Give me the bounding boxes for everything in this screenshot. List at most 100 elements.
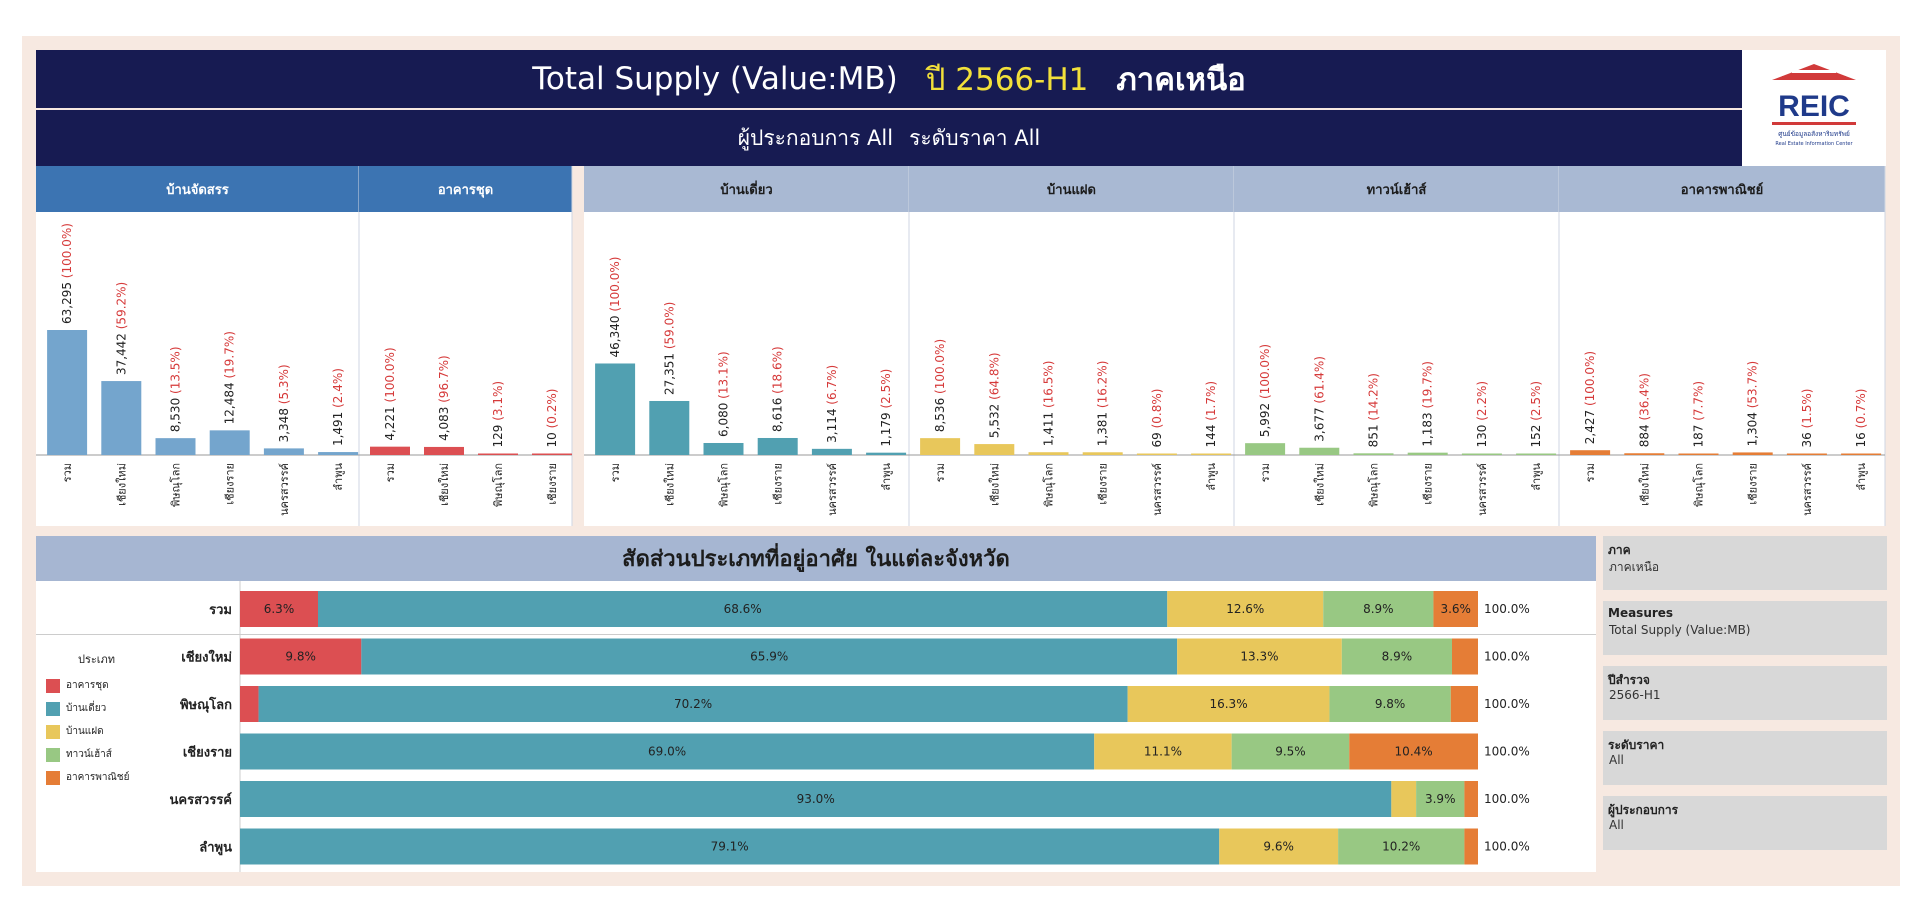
bar-condo-phitsanulok: [478, 453, 518, 455]
bar-detached-total: [595, 363, 636, 455]
legend-item-commercial[interactable]: อาคารพาณิชย์: [40, 766, 180, 789]
bar-pct-twin-lamphun: (1.7%): [1204, 381, 1218, 421]
title-bar: Total Supply (Value:MB) ปี 2566-H1 ภาคเห…: [36, 50, 1742, 108]
reic-logo: REIC ศูนย์ข้อมูลอสังหาริมทรัพย์ Real Est…: [1742, 50, 1886, 166]
bar-value-townhouse-phitsanulok: 851: [1367, 421, 1381, 448]
share-seg-twin-phitsanulok: [1127, 686, 1330, 722]
bar-pct-detached-total: (100.0%): [608, 257, 622, 312]
bar-townhouse-total: [1245, 443, 1286, 455]
bar-pct-allocated-nakhonsawan: (5.3%): [277, 364, 291, 404]
legend-item-condo[interactable]: อาคารชุด: [40, 674, 180, 697]
panel-title-condo: อาคารชุด: [438, 183, 493, 198]
bar-pct-detached-chiangrai: (18.6%): [771, 346, 785, 393]
share-seg-condo-total: [240, 591, 318, 627]
legend-item-detached[interactable]: บ้านเดี่ยว: [40, 697, 180, 720]
bar-label-detached-nakhonsawan: 3,114 (6.7%): [825, 365, 839, 443]
tick-allocated-lamphun: ลำพูน: [332, 463, 345, 491]
bar-label-detached-total: 46,340 (100.0%): [608, 257, 622, 358]
share-row-label-phitsanulok: พิษณุโลก: [180, 696, 232, 713]
share-row-total: รวม 6.3% 68.6% 12.6% 8.9% 3.6% 100.0%: [36, 591, 1596, 635]
bar-pct-allocated-lamphun: (2.4%): [331, 368, 345, 408]
share-row-label-nakhonsawan: นครสวรรค์: [170, 792, 232, 808]
share-chart-title: สัดส่วนประเภทที่อยู่อาศัย ในแต่ละจังหวัด: [36, 536, 1596, 581]
share-seg-townhouse-chiangmai: [1341, 638, 1453, 675]
filter-region[interactable]: ภาค ภาคเหนือ: [1603, 536, 1887, 590]
panel-townhouse: ทาวน์เฮ้าส์ 5,992 (100.0%) รวม 3,677 (61.4%…: [1234, 166, 1560, 526]
bar-value-allocated-chiangrai: 12,484: [223, 379, 237, 425]
bar-detached-nakhonsawan: [811, 448, 852, 455]
share-seg-townhouse-total: [1323, 591, 1434, 627]
share-seg-label-townhouse-chiangmai: 8.9%: [1382, 650, 1413, 664]
bar-pct-townhouse-nakhonsawan: (2.2%): [1475, 381, 1489, 421]
bar-label-twin-lamphun: 144 (1.7%): [1204, 381, 1218, 448]
share-seg-commercial-lamphun: [1464, 828, 1478, 865]
bar-value-commercial-chiangrai: 1,304: [1746, 408, 1760, 446]
bar-value-twin-total: 8,536: [933, 394, 947, 432]
bar-label-detached-chiangmai: 27,351 (59.0%): [662, 302, 676, 395]
tick-detached-lamphun: ลำพูน: [880, 463, 893, 491]
panel-header-allocated: [36, 166, 359, 212]
bar-allocated-nakhonsawan: [263, 448, 304, 455]
bar-pct-commercial-chiangmai: (36.4%): [1637, 373, 1651, 420]
tick-commercial-lamphun: ลำพูน: [1855, 463, 1868, 491]
panel-header-condo: [359, 166, 572, 212]
filter-operator[interactable]: ผู้ประกอบการ All: [1603, 796, 1887, 850]
tick-twin-nakhonsawan: นครสวรรค์: [1151, 463, 1164, 516]
tick-detached-nakhonsawan: นครสวรรค์: [826, 463, 839, 516]
subtitle-bar: ผู้ประกอบการ All ระดับราคา All: [36, 110, 1742, 166]
share-seg-townhouse-nakhonsawan: [1416, 781, 1465, 817]
share-row-chiangmai: เชียงใหม่ 9.8% 65.9% 13.3% 8.9% 100.0%: [181, 638, 1530, 675]
filter-survey-year[interactable]: ปีสำรวจ 2566-H1: [1603, 666, 1887, 720]
share-row-nakhonsawan: นครสวรรค์ 93.0% 3.9% 100.0%: [170, 781, 1530, 817]
share-seg-townhouse-phitsanulok: [1329, 686, 1451, 722]
bar-pct-detached-phitsanulok: (13.1%): [717, 351, 731, 398]
bar-pct-twin-phitsanulok: (16.5%): [1042, 361, 1056, 408]
filter-price-level[interactable]: ระดับราคา All: [1603, 731, 1887, 785]
bar-commercial-total: [1570, 450, 1611, 455]
bar-allocated-chiangmai: [101, 381, 142, 455]
bar-pct-detached-nakhonsawan: (6.7%): [825, 365, 839, 405]
bar-pct-allocated-chiangrai: (19.7%): [223, 331, 237, 378]
bar-commercial-phitsanulok: [1678, 453, 1719, 455]
bar-value-townhouse-nakhonsawan: 130: [1475, 421, 1489, 448]
share-row-phitsanulok: พิษณุโลก 70.2% 16.3% 9.8% 100.0%: [180, 686, 1530, 722]
tick-allocated-nakhonsawan: นครสวรรค์: [278, 463, 291, 516]
tick-condo-phitsanulok: พิษณุโลก: [491, 463, 505, 507]
bar-pct-twin-total: (100.0%): [933, 339, 947, 394]
logo-caption-th: ศูนย์ข้อมูลอสังหาริมทรัพย์: [1778, 130, 1850, 138]
share-seg-label-twin-total: 12.6%: [1226, 602, 1264, 616]
price-level-label: ระดับราคา All: [909, 125, 1041, 150]
share-seg-twin-chiangmai: [1177, 638, 1342, 675]
bar-label-twin-chiangrai: 1,381 (16.2%): [1096, 361, 1110, 447]
bar-pct-townhouse-total: (100.0%): [1258, 344, 1272, 399]
share-seg-detached-nakhonsawan: [240, 781, 1392, 817]
bar-label-commercial-total: 2,427 (100.0%): [1583, 351, 1597, 444]
panel-detached: บ้านเดี่ยว 46,340 (100.0%) รวม 27,351 (59.0…: [584, 166, 910, 526]
share-seg-label-commercial-total: 3.6%: [1440, 602, 1471, 616]
bar-value-detached-lamphun: 1,179: [879, 408, 893, 446]
bar-label-commercial-chiangrai: 1,304 (53.7%): [1746, 361, 1760, 447]
bar-label-detached-phitsanulok: 6,080 (13.1%): [717, 351, 731, 437]
bar-value-twin-chiangmai: 5,532: [987, 400, 1001, 438]
share-row-lamphun: ลำพูน 79.1% 9.6% 10.2% 100.0%: [199, 828, 1530, 865]
bar-commercial-nakhonsawan: [1786, 453, 1827, 455]
share-seg-twin-chiangrai: [1094, 733, 1232, 770]
bar-pct-commercial-phitsanulok: (7.7%): [1692, 381, 1706, 421]
type-legend: ประเภท อาคารชุด บ้านเดี่ยว บ้านแฝด ทาวน์…: [40, 650, 180, 789]
share-row-label-chiangmai: เชียงใหม่: [181, 649, 232, 666]
bar-value-commercial-total: 2,427: [1583, 406, 1597, 444]
bar-allocated-phitsanulok: [155, 438, 196, 455]
bar-value-twin-chiangrai: 1,381: [1096, 408, 1110, 446]
panel-header-commercial: [1559, 166, 1885, 212]
filter-measures[interactable]: Measures Total Supply (Value:MB): [1603, 601, 1887, 655]
bar-value-twin-lamphun: 144: [1204, 421, 1218, 448]
bar-label-twin-total: 8,536 (100.0%): [933, 339, 947, 432]
share-seg-label-townhouse-phitsanulok: 9.8%: [1375, 697, 1406, 711]
bar-value-allocated-lamphun: 1,491: [331, 408, 345, 446]
share-seg-townhouse-chiangrai: [1231, 733, 1350, 770]
share-seg-label-townhouse-total: 8.9%: [1363, 602, 1394, 616]
legend-item-townhouse[interactable]: ทาวน์เฮ้าส์: [40, 743, 180, 766]
bar-value-detached-phitsanulok: 6,080: [717, 399, 731, 437]
legend-item-twin[interactable]: บ้านแฝด: [40, 720, 180, 743]
